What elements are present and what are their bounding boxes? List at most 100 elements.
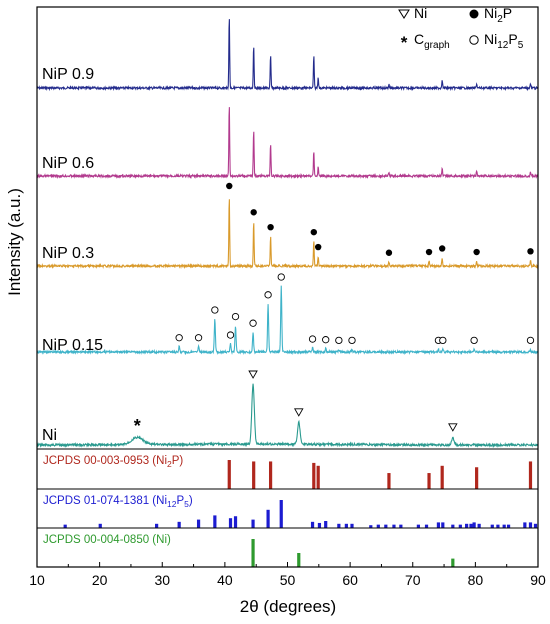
reference-bar [436,522,441,528]
reference-bar [475,467,479,489]
reference-bar [451,558,455,567]
reference-bar [279,500,283,528]
ni12p5-peak-marker [439,336,447,345]
ni2p-peak-marker [226,182,233,190]
ni2p-peak-marker [438,245,446,252]
x-tick-label: 50 [280,572,296,588]
reference-bar [523,522,527,528]
reference-bar [316,465,320,489]
ni-peak-marker [293,408,304,417]
series-label: NiP 0.15 [42,337,103,354]
legend-label: Ni [414,5,427,21]
ni12p5-peak-marker [264,291,272,299]
reference-bar [252,461,256,489]
reference-bar [310,521,315,528]
ni2p-peak-marker [473,248,480,256]
ni2p-peak-marker [250,209,257,216]
reference-bar [458,524,462,528]
reference-bar [376,524,380,528]
reference-bar [469,523,473,528]
reference-bar [490,524,494,528]
reference-bar [528,522,533,528]
reference-bar [496,524,500,528]
ni12p5-peak-marker [322,336,330,344]
legend-triangle-icon [398,9,410,19]
ni2p-peak-marker [425,248,433,256]
x-axis-label: 2θ (degrees) [240,597,336,616]
ni2p-peak-marker [310,228,318,236]
reference-bar [155,523,159,528]
series-line-nip-0-15 [36,285,539,356]
reference-bar [98,523,102,528]
carbon-peak-marker: * [134,416,141,436]
x-tick-label: 60 [342,572,358,588]
reference-bar [63,524,67,528]
legend-label: Cgraph [414,31,450,51]
series-label: NiP 0.9 [42,66,94,83]
reference-bar [251,519,255,528]
reference-bar [251,539,255,567]
reference-bar [344,523,348,528]
plot-area [37,7,538,567]
reference-bar [441,522,445,528]
series-line-nip-0-6 [36,107,539,180]
reference-bar [399,524,403,528]
reference-bar [440,465,444,489]
series-label: NiP 0.3 [42,245,94,262]
reference-label: JCPDS 01-074-1381 (Ni12P5) [43,495,193,509]
series-line-ni [36,383,539,449]
legend-open-circle-icon [469,35,479,45]
x-tick-label: 20 [92,572,108,588]
reference-bar [427,473,431,489]
series-line-nip-0-9 [36,19,539,92]
reference-bar [177,521,181,528]
legend-filled-circle-icon [469,9,479,19]
ni12p5-peak-marker [308,335,317,343]
ni12p5-peak-marker [249,319,257,327]
reference-bar [465,523,469,528]
legend-label: Ni12P5 [484,31,524,51]
ni2p-peak-marker [314,243,322,251]
reference-bar [233,516,238,528]
reference-bar [196,519,201,528]
ni12p5-peak-marker [335,336,343,345]
legend: Ni Ni2P * Cgraph Ni12P5 [398,5,524,52]
reference-bar [472,522,476,528]
spectra [36,19,539,449]
peak-markers: * [134,182,535,436]
ni2p-peak-marker [527,248,534,255]
reference-bar [387,473,391,489]
series-label: NiP 0.6 [42,155,94,172]
ni2p-peak-marker [385,249,393,256]
ni12p5-peak-marker [277,273,285,281]
ni12p5-peak-marker [231,312,240,321]
reference-bar [266,509,270,528]
ni12p5-peak-marker [526,336,535,345]
x-tick-label: 70 [405,572,421,588]
ni-peak-marker [248,370,258,379]
reference-label: JCPDS 00-004-0850 (Ni) [43,534,171,546]
x-tick-label: 90 [530,572,546,588]
reference-bar [502,524,506,528]
series-label: Ni [42,427,57,444]
reference-bar [506,524,511,528]
x-tick-label: 10 [29,572,45,588]
reference-bar [227,460,231,489]
x-tick-label: 30 [154,572,170,588]
reference-bar [424,524,429,528]
ni12p5-peak-marker [348,336,356,345]
reference-bar [268,461,273,489]
plot-background [37,7,538,567]
ni12p5-peak-marker [470,336,478,345]
reference-bar [297,553,301,567]
legend-asterisk-icon: * [401,33,408,52]
reference-bar [416,524,420,528]
reference-label: JCPDS 00-003-0953 (Ni2P) [43,455,183,469]
ni-peak-marker [448,423,458,432]
series-line-nip-0-3 [36,199,539,270]
reference-bar [213,515,217,528]
reference-bar [369,525,373,528]
x-tick-label: 40 [217,572,233,588]
ni12p5-peak-marker [211,306,219,314]
ni12p5-peak-marker [175,334,183,342]
